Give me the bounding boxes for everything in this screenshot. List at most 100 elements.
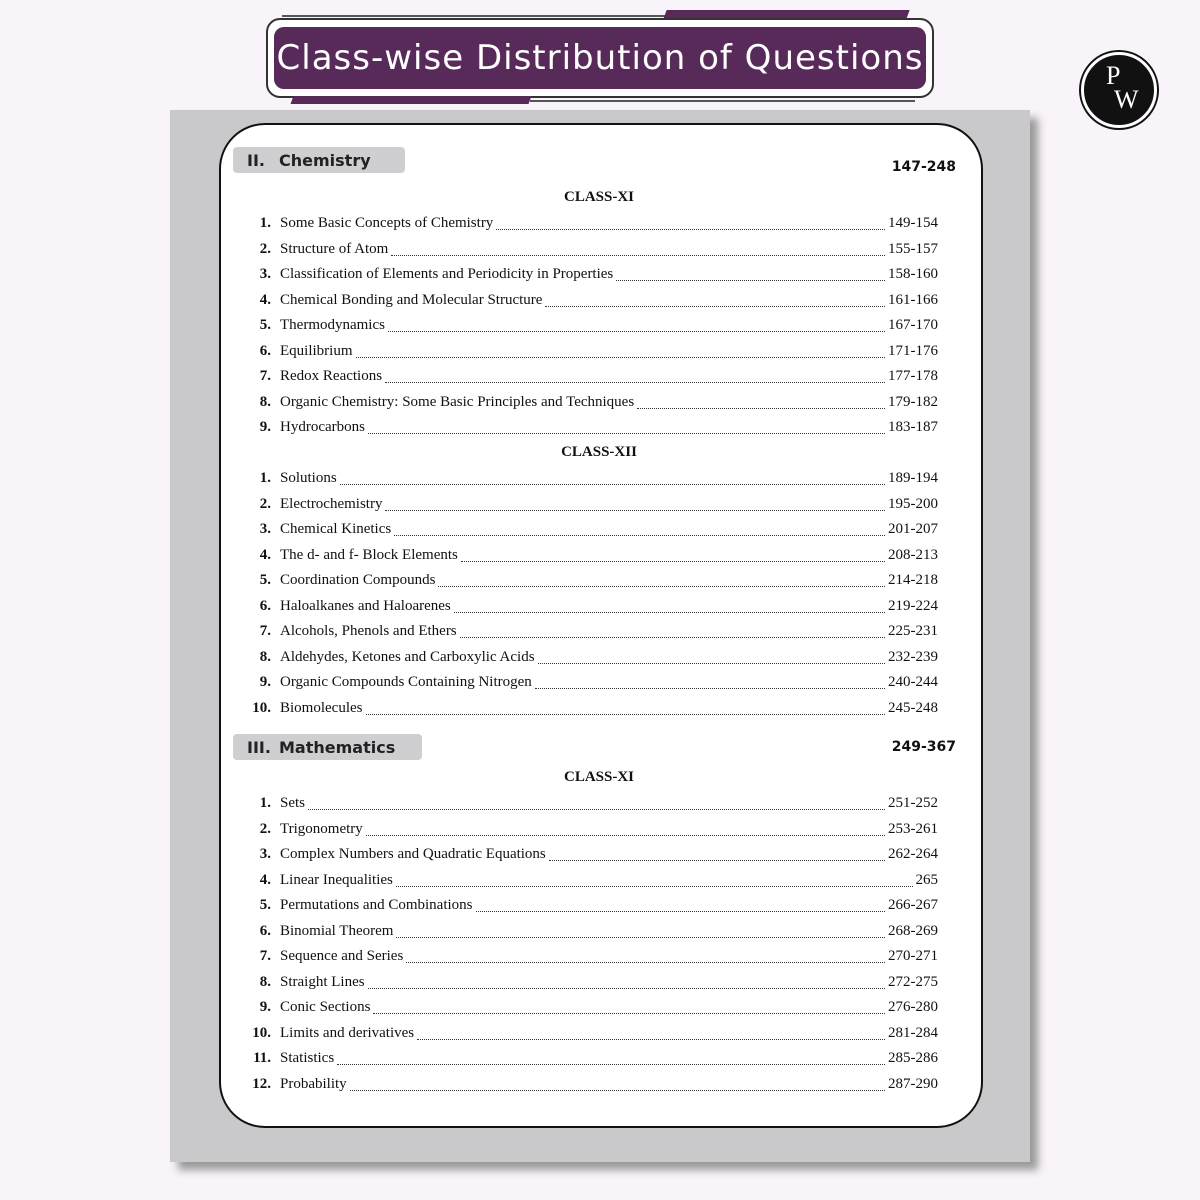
chapter-row: 8. Organic Chemistry: Some Basic Principl… — [240, 390, 938, 416]
chapter-title: Limits and derivatives — [280, 1024, 415, 1041]
chapter-number: 2. — [259, 820, 271, 837]
dot-leader — [534, 676, 885, 690]
chapter-title: Probability — [280, 1075, 347, 1092]
chapter-title: Sequence and Series — [280, 948, 404, 965]
dot-leader — [339, 472, 885, 486]
dot-leader — [460, 549, 885, 562]
class-heading: CLASS-XI — [563, 769, 635, 785]
chapter-row: 8. Straight Lines 272-275 — [240, 970, 938, 996]
chapter-title: Redox Reactions — [280, 368, 383, 385]
chapter-number: 8. — [259, 973, 271, 990]
chapter-title: Coordination Compounds — [280, 572, 436, 589]
chapter-pages: 285-286 — [888, 1050, 938, 1067]
chapter-list: 1. Sets 251-252 2. Trigonometry 253-261 3. Comp… — [240, 791, 938, 1097]
chapter-pages: 262-264 — [888, 846, 938, 863]
class-heading: CLASS-XII — [561, 444, 637, 460]
dot-leader — [548, 848, 885, 862]
chapter-pages: 281-284 — [888, 1024, 938, 1041]
chapter-number: 6. — [259, 342, 271, 359]
chapter-number: 3. — [259, 846, 271, 863]
chapter-pages: 171-176 — [888, 342, 938, 359]
dot-leader — [496, 217, 885, 231]
chapter-row: 6. Equilibrium 171-176 — [240, 339, 938, 365]
section-number: III. — [247, 737, 271, 757]
chapter-row: 2. Structure of Atom 155-157 — [240, 237, 938, 263]
dot-leader — [367, 421, 885, 435]
dot-leader — [391, 243, 885, 256]
chapter-number: 4. — [259, 291, 271, 308]
chapter-row: 7. Sequence and Series 270-271 — [240, 944, 938, 970]
chapter-number: 4. — [259, 871, 271, 888]
chapter-number: 3. — [259, 521, 271, 538]
chapter-pages: 195-200 — [888, 495, 938, 512]
chapter-row: 7. Alcohols, Phenols and Ethers 225-231 — [240, 619, 938, 645]
chapter-row: 7. Redox Reactions 177-178 — [240, 364, 938, 390]
section-name: Mathematics — [279, 737, 396, 757]
chapter-number: 5. — [259, 572, 271, 589]
chapter-row: 9. Conic Sections 276-280 — [240, 995, 938, 1021]
dot-leader — [373, 1001, 885, 1015]
dot-leader — [545, 294, 885, 307]
chapter-row: 12. Probability 287-290 — [240, 1072, 938, 1098]
chapter-title: The d- and f- Block Elements — [280, 546, 458, 563]
chapter-pages: 167-170 — [888, 317, 938, 334]
chapter-number: 2. — [259, 495, 271, 512]
chapter-title: Chemical Bonding and Molecular Structure — [280, 291, 543, 308]
chapter-number: 1. — [259, 795, 271, 812]
section-page-range: 249-367 — [891, 739, 956, 755]
section-header-chemistry: II. Chemistry — [233, 147, 405, 173]
chapter-title: Straight Lines — [280, 973, 365, 990]
chapter-pages: 253-261 — [888, 820, 938, 837]
chapter-title: Electrochemistry — [280, 495, 383, 512]
chapter-row: 9. Hydrocarbons 183-187 — [240, 415, 938, 441]
chapter-pages: 245-248 — [888, 699, 938, 716]
chapter-row: 5. Thermodynamics 167-170 — [240, 313, 938, 339]
chapter-row: 10. Biomolecules 245-248 — [240, 696, 938, 722]
dot-leader — [537, 651, 885, 664]
chapter-title: Linear Inequalities — [280, 871, 393, 888]
chapter-title: Biomolecules — [280, 699, 363, 716]
chapter-title: Trigonometry — [280, 820, 363, 837]
chapter-number: 8. — [259, 393, 271, 410]
chapter-number: 9. — [259, 999, 271, 1016]
decor-line-top — [282, 15, 672, 17]
chapter-number: 10. — [252, 699, 271, 716]
chapter-row: 1. Some Basic Concepts of Chemistry 149-15… — [240, 211, 938, 237]
chapter-title: Binomial Theorem — [280, 922, 394, 939]
section-page-range: 147-248 — [891, 159, 956, 175]
chapter-pages: 208-213 — [888, 546, 938, 563]
dot-leader — [385, 370, 885, 384]
chapter-title: Hydrocarbons — [280, 419, 365, 436]
chapter-list: 1. Some Basic Concepts of Chemistry 149-15… — [240, 211, 938, 441]
chapter-pages: 265 — [915, 871, 939, 888]
chapter-title: Some Basic Concepts of Chemistry — [280, 215, 494, 232]
chapter-number: 1. — [259, 470, 271, 487]
chapter-row: 10. Limits and derivatives 281-284 — [240, 1021, 938, 1047]
chapter-number: 10. — [252, 1024, 271, 1041]
chapter-row: 3. Chemical Kinetics 201-207 — [240, 517, 938, 543]
chapter-number: 7. — [259, 623, 271, 640]
chapter-pages: 158-160 — [888, 266, 938, 283]
chapter-row: 1. Sets 251-252 — [240, 791, 938, 817]
chapter-number: 1. — [259, 215, 271, 232]
chapter-row: 2. Electrochemistry 195-200 — [240, 492, 938, 518]
dot-leader — [453, 600, 885, 613]
chapter-pages: 219-224 — [888, 597, 938, 614]
chapter-number: 9. — [259, 419, 271, 436]
chapter-row: 4. Linear Inequalities 265 — [240, 868, 938, 894]
chapter-number: 6. — [259, 597, 271, 614]
chapter-title: Chemical Kinetics — [280, 521, 392, 538]
chapter-pages: 189-194 — [888, 470, 938, 487]
decor-line-bottom — [530, 100, 915, 102]
chapter-pages: 240-244 — [888, 674, 938, 691]
dot-leader — [395, 874, 913, 887]
chapter-pages: 251-252 — [888, 795, 938, 812]
chapter-row: 2. Trigonometry 253-261 — [240, 817, 938, 843]
chapter-pages: 266-267 — [888, 897, 938, 914]
dot-leader — [365, 823, 885, 836]
dot-leader — [396, 925, 885, 938]
dot-leader — [417, 1027, 885, 1040]
section-name: Chemistry — [279, 150, 371, 170]
dot-leader — [406, 950, 885, 964]
